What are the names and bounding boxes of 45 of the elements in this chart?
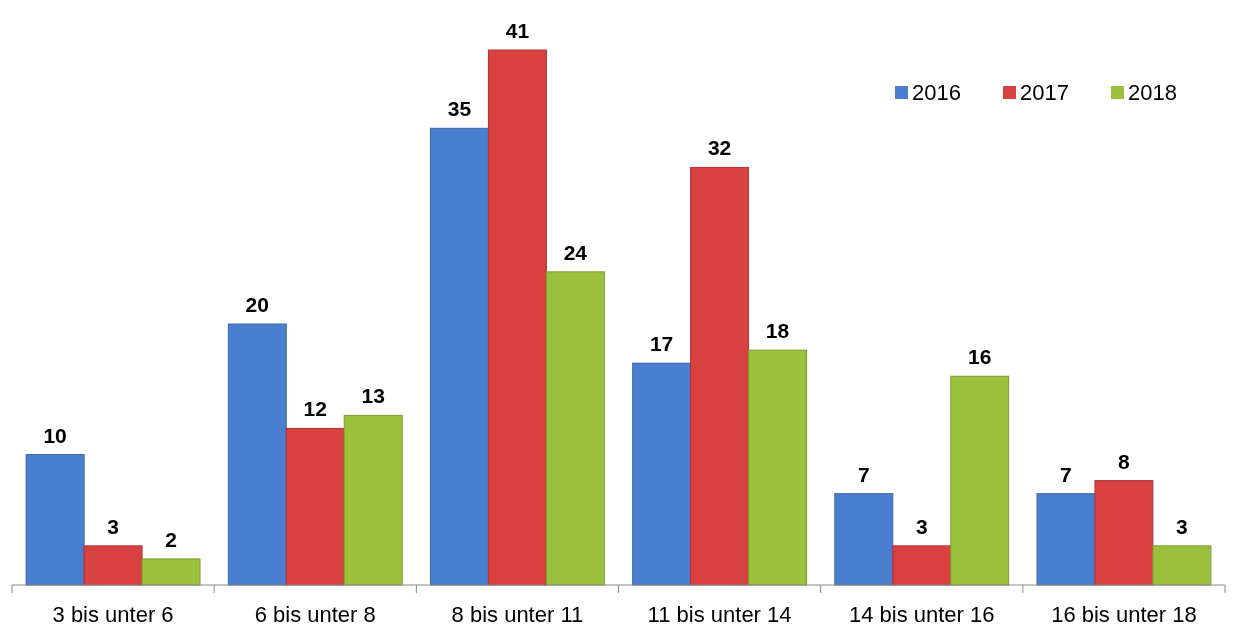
legend-label: 2016 [912, 80, 961, 105]
bar [690, 166, 750, 586]
bar [1152, 545, 1212, 586]
bar [25, 454, 85, 586]
bar [343, 414, 403, 586]
bar [834, 493, 894, 586]
legend-label: 2017 [1020, 80, 1069, 105]
bar [429, 127, 489, 586]
data-label: 3 [1176, 514, 1188, 538]
data-label: 16 [968, 345, 992, 369]
data-label: 7 [1060, 462, 1072, 486]
legend-label: 2018 [1128, 80, 1177, 105]
data-label: 12 [303, 397, 327, 421]
data-label: 18 [765, 319, 790, 343]
data-label: 13 [361, 384, 385, 408]
data-label: 8 [1118, 449, 1131, 473]
data-label: 17 [649, 332, 674, 356]
bar [545, 271, 605, 586]
bar [227, 323, 287, 586]
bar [1094, 480, 1154, 586]
data-label: 35 [447, 97, 472, 121]
x-tick-label: 16 bis unter 18 [1051, 602, 1197, 627]
bar [892, 545, 952, 586]
data-label: 41 [505, 19, 530, 42]
x-tick-label: 6 bis unter 8 [254, 602, 376, 627]
bar [285, 427, 345, 586]
bar [950, 375, 1010, 586]
bar [748, 349, 808, 586]
data-label: 7 [857, 462, 870, 486]
bar [141, 558, 201, 586]
bar [487, 49, 547, 586]
data-label: 3 [915, 514, 928, 538]
bar [632, 362, 692, 586]
bar [1036, 493, 1096, 586]
x-tick-label: 3 bis unter 6 [52, 602, 174, 627]
data-label: 32 [707, 136, 732, 160]
data-label: 24 [563, 240, 588, 264]
data-label: 3 [107, 514, 119, 538]
data-label: 2 [165, 527, 177, 551]
data-label: 10 [43, 423, 67, 447]
data-label: 20 [245, 293, 269, 317]
x-tick-label: 14 bis unter 16 [848, 602, 995, 627]
bar [83, 545, 143, 586]
x-tick-label: 11 bis unter 14 [647, 602, 792, 627]
x-tick-label: 8 bis unter 11 [451, 602, 584, 627]
